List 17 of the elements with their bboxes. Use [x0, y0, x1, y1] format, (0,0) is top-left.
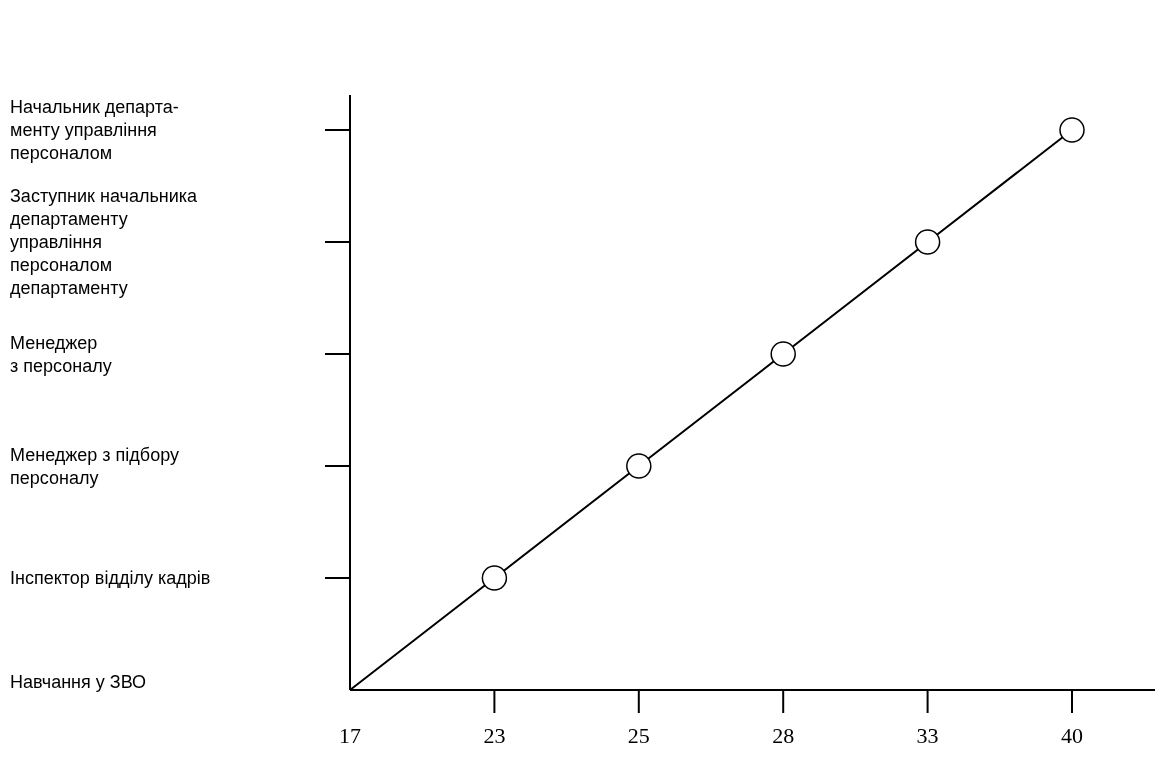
- category-label: Менеджер з персоналу: [10, 332, 112, 376]
- category-label: Навчання у ЗВО: [10, 672, 147, 692]
- point: [481, 565, 508, 591]
- x-tick-label: 17: [339, 723, 361, 748]
- category-label: Менеджер з підбору персоналу: [10, 444, 179, 488]
- x-tick-label: 40: [1061, 723, 1083, 748]
- x-tick-label: 33: [916, 723, 939, 748]
- category-label: Начальник департа- менту управління персоналом: [10, 97, 179, 163]
- point: [770, 341, 796, 367]
- x-tick-label: 25: [627, 723, 650, 748]
- category-label: Інспектор відділу кадрів: [10, 568, 211, 588]
- point: [1059, 117, 1085, 143]
- x-tick-label: 28: [772, 723, 795, 748]
- x-tick-label: 23: [483, 723, 506, 748]
- point: [914, 229, 941, 255]
- category-label: Заступник начальника департаменту управління персоналом департаменту: [10, 186, 198, 298]
- point: [626, 453, 652, 479]
